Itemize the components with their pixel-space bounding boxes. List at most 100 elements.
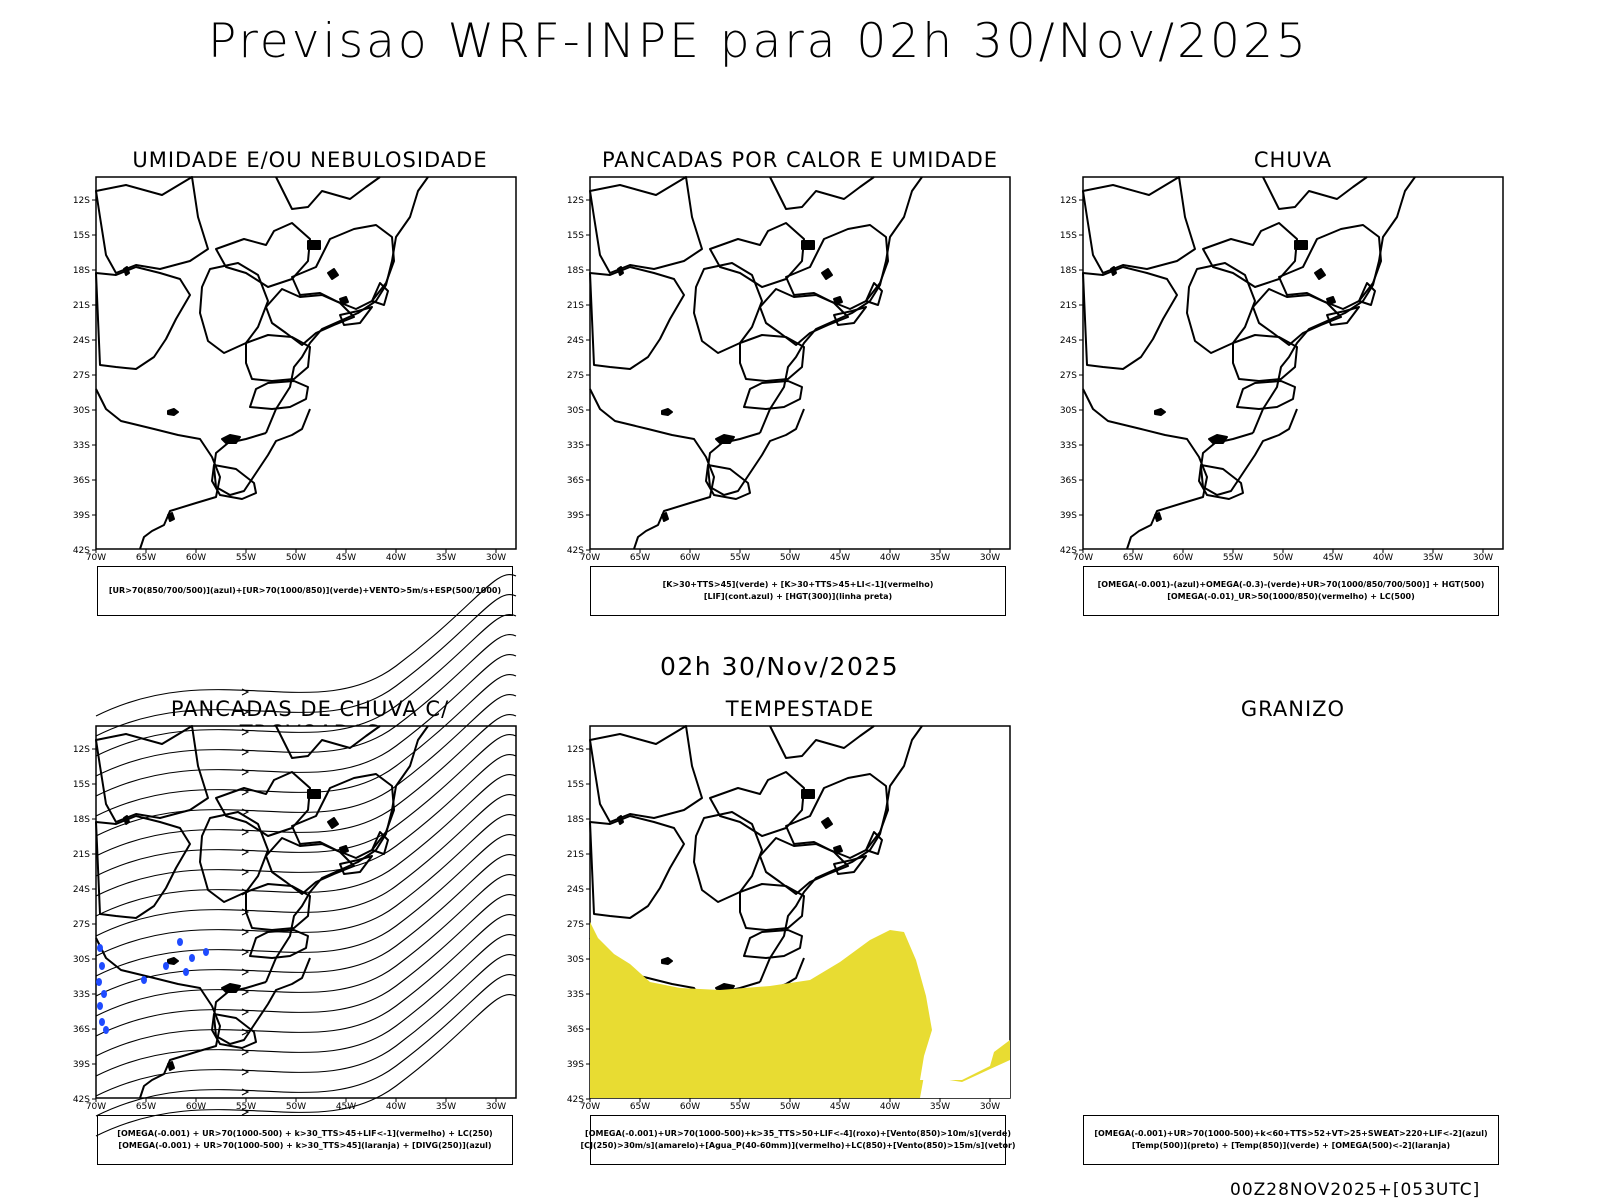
- lon-tick-label: 60W: [1173, 553, 1193, 563]
- streamline-arrow: [241, 788, 250, 796]
- streamline: [95, 594, 517, 737]
- streamline-arrow: [241, 908, 250, 916]
- lake-shape: [307, 240, 321, 250]
- border-sc: [249, 929, 309, 959]
- lake-shape: [715, 434, 735, 444]
- border-rs: [213, 957, 311, 1045]
- border-rs: [707, 408, 805, 496]
- lake-shape: [167, 957, 179, 965]
- page-title: Previsao WRF-INPE para 02h 30/Nov/2025: [208, 14, 1309, 69]
- border-mt: [589, 725, 703, 823]
- border-bol: [1082, 266, 1178, 370]
- legend-granizo: [OMEGA(-0.001)+UR>70(1000-500)+k<60+TTS>…: [1083, 1115, 1499, 1165]
- lat-tick-label: 15S: [567, 780, 584, 790]
- lake-shape: [1314, 268, 1326, 280]
- streamline: [95, 634, 517, 777]
- lon-tick-label: 70W: [580, 1102, 600, 1112]
- legend-trovoadas: [OMEGA(-0.001) + UR>70(1000-500) + k>30_…: [97, 1115, 513, 1165]
- legend-line: [OMEGA(-0.001) + UR>70(1000-500) + k>30_…: [117, 1129, 493, 1138]
- lon-tick-label: 45W: [830, 553, 850, 563]
- lake-shape: [307, 789, 321, 799]
- legend-line: [OMEGA(-0.001) + UR>70(1000-500) + k>30_…: [118, 1141, 492, 1150]
- lon-tick-label: 35W: [930, 1102, 950, 1112]
- lon-tick-label: 30W: [1473, 553, 1493, 563]
- streamline: [95, 754, 517, 897]
- border-uy: [1198, 464, 1244, 500]
- lat-tick-label: 24S: [567, 336, 584, 346]
- border-pr: [245, 334, 311, 382]
- lat-tick-label: 21S: [73, 301, 90, 311]
- streamline-arrow: [241, 868, 250, 876]
- lake-shape: [1294, 240, 1308, 250]
- border-sc: [249, 380, 309, 410]
- lon-tick-label: 55W: [730, 553, 750, 563]
- streamline-arrow: [241, 1048, 250, 1056]
- border-coastNE: [265, 176, 429, 434]
- lake-shape: [661, 408, 673, 416]
- clear-area-patch: [920, 1060, 1010, 1098]
- border-uy: [211, 464, 257, 500]
- lake-shape: [167, 1061, 175, 1071]
- border-coast: [589, 388, 715, 550]
- lon-tick-label: 65W: [630, 1102, 650, 1112]
- panel-title-pancadas-calor: PANCADAS POR CALOR E UMIDADE: [601, 148, 999, 172]
- border-ms: [199, 811, 269, 903]
- panel-title-granizo: GRANIZO: [1240, 697, 1346, 721]
- storm-area-fill: [590, 922, 1010, 1098]
- borders-layer: [1082, 176, 1416, 550]
- lon-tick-label: 45W: [336, 553, 356, 563]
- border-coastNE: [265, 725, 429, 983]
- border-mg: [291, 224, 395, 310]
- streamline-arrow: [241, 688, 250, 696]
- border-ba: [275, 176, 381, 210]
- streamline-arrow: [241, 948, 250, 956]
- convective-cell: [99, 962, 105, 970]
- lon-tick-label: 55W: [730, 1102, 750, 1112]
- lat-tick-label: 33S: [73, 441, 90, 451]
- border-mt: [589, 176, 703, 274]
- lake-shape: [661, 957, 673, 965]
- streamline-arrow: [241, 968, 250, 976]
- border-coastNE: [1252, 176, 1416, 434]
- legend-chuva: [OMEGA(-0.001)-(azul)+OMEGA(-0.3)-(verde…: [1083, 566, 1499, 616]
- legend-pancadas-calor: [K>30+TTS>45](verde) + [K>30+TTS>45+LI<-…: [590, 566, 1006, 616]
- streamline-arrow: [241, 728, 250, 736]
- lat-tick-label: 30S: [73, 406, 90, 416]
- lon-tick-label: 50W: [780, 553, 800, 563]
- streamline-arrow: [241, 808, 250, 816]
- valid-time-label: 02h 30/Nov/2025: [660, 652, 900, 681]
- border-bol: [95, 815, 191, 919]
- lake-shape: [1154, 512, 1162, 522]
- border-rj: [339, 855, 373, 875]
- legend-line: [Temp(500)](preto) + [Temp(850)](verde) …: [1131, 1141, 1451, 1150]
- lon-tick-label: 35W: [1423, 553, 1443, 563]
- lake-shape: [339, 845, 349, 854]
- border-es: [1358, 282, 1376, 306]
- streamline: [95, 934, 517, 1077]
- streamline: [95, 734, 517, 877]
- convective-cell: [101, 990, 107, 998]
- lake-shape: [617, 815, 624, 825]
- lat-tick-label: 12S: [73, 745, 90, 755]
- lat-tick-label: 36S: [73, 1025, 90, 1035]
- legend-line: [OMEGA(-0.01)_UR>50(1000/850)(vermelho) …: [1167, 592, 1415, 601]
- convective-cell: [99, 1018, 105, 1026]
- lake-shape: [327, 817, 339, 829]
- streamline: [95, 574, 517, 717]
- border-pr: [739, 883, 805, 931]
- lon-tick-label: 30W: [980, 1102, 1000, 1112]
- lat-tick-label: 12S: [567, 745, 584, 755]
- lat-tick-label: 18S: [1060, 266, 1077, 276]
- lon-tick-label: 35W: [930, 553, 950, 563]
- convective-cell: [141, 976, 147, 984]
- lat-tick-label: 36S: [1060, 476, 1077, 486]
- legend-line: [LIF](cont.azul) + [HGT(300)](linha pret…: [703, 592, 893, 601]
- border-coastNE: [759, 725, 923, 983]
- streamline-arrow: [241, 1068, 250, 1076]
- streamline: [95, 714, 517, 857]
- legend-umidade: [UR>70(850/700/500)](azul)+[UR>70(1000/8…: [97, 566, 513, 616]
- convective-cell: [96, 978, 102, 986]
